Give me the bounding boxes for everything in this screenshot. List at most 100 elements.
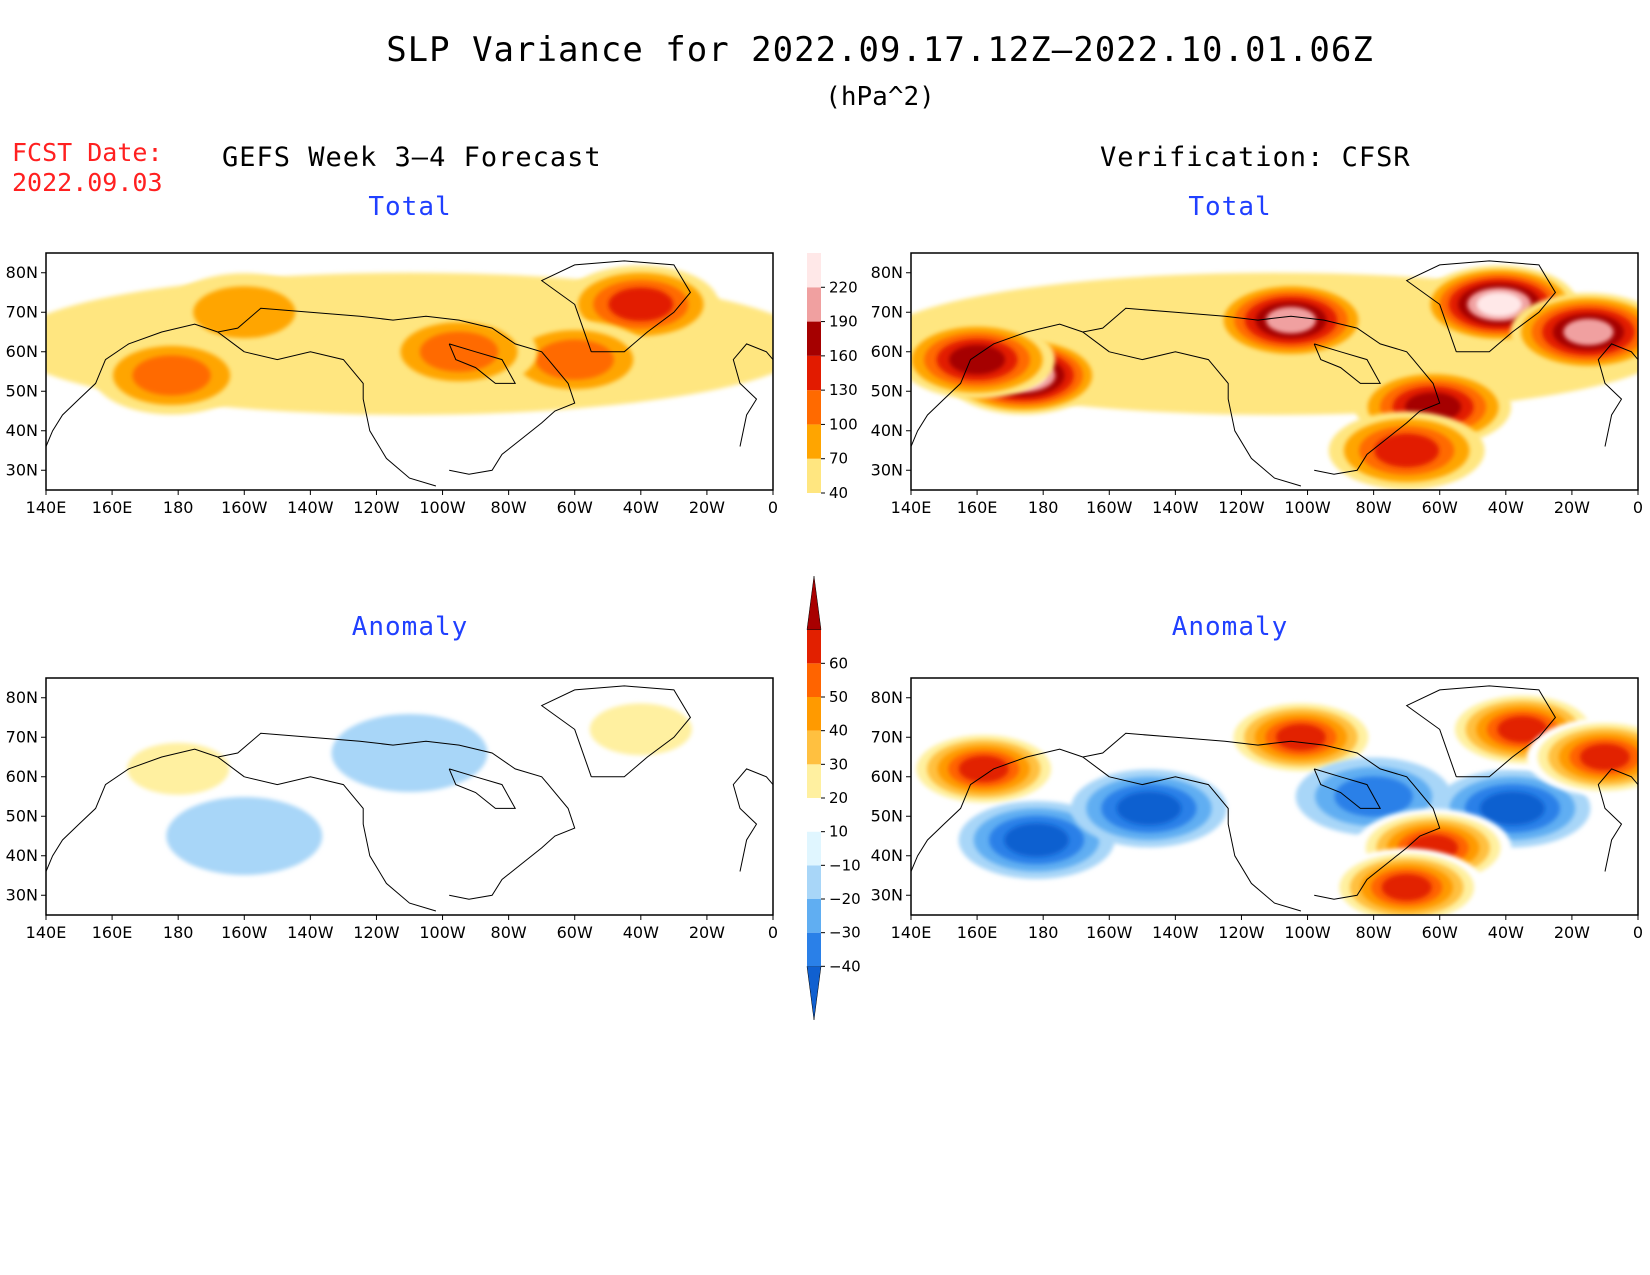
figure-title: SLP Variance for 2022.09.17.12Z–2022.10.…	[386, 30, 1374, 70]
x-tick-label: 0	[768, 923, 778, 942]
fcst-date-block: FCST Date: 2022.09.03	[12, 138, 163, 198]
contour-blob	[1374, 433, 1440, 468]
x-tick-label: 0	[1633, 923, 1643, 942]
shaded-field	[46, 685, 773, 912]
coastline	[1081, 732, 1441, 900]
colorbar-label: −20	[829, 890, 861, 908]
colorbar-label: 50	[829, 688, 848, 706]
colorbar-label: −40	[829, 957, 861, 975]
coastline	[540, 685, 692, 778]
coastline	[448, 343, 517, 384]
x-tick-label: 180	[163, 498, 194, 517]
y-tick-label: 80N	[6, 688, 38, 707]
coastline	[216, 307, 576, 475]
coastline	[1313, 343, 1382, 384]
coastline	[732, 768, 773, 872]
map-panel-1: 140E 160E 180 160W 140W 120W 100W 80W 60W 40W 20W 0…	[871, 252, 1643, 517]
coastline	[244, 351, 437, 487]
coastline	[732, 343, 773, 447]
x-tick-label: 20W	[689, 923, 725, 942]
x-tick-label: 180	[163, 923, 194, 942]
colorbar-label: 60	[829, 654, 848, 672]
contour-blob	[958, 755, 1009, 783]
colorbar-segment	[807, 287, 821, 322]
x-tick-label: 160E	[92, 498, 133, 517]
y-tick-label: 60N	[871, 767, 903, 786]
x-tick-label: 180	[1028, 923, 1059, 942]
y-tick-label: 50N	[871, 381, 903, 400]
y-tick-label: 70N	[871, 302, 903, 321]
x-tick-label: 40W	[1488, 923, 1524, 942]
coastline	[1109, 776, 1302, 912]
map-panel-2: 140E 160E 180 160W 140W 120W 100W 80W 60W 40W 20W 0…	[6, 677, 778, 942]
total-colorbar: 40 70 100 130 160 190 220	[807, 253, 858, 502]
x-tick-label: 160W	[221, 923, 268, 942]
y-tick-label: 30N	[871, 885, 903, 904]
map-frame	[45, 252, 774, 491]
x-tick-label: 20W	[689, 498, 725, 517]
coastline	[1081, 307, 1441, 475]
x-tick-label: 0	[768, 498, 778, 517]
forecast-anomaly-title: Anomaly	[351, 612, 469, 642]
colorbar-segment	[807, 697, 821, 731]
coastline	[244, 776, 437, 912]
x-tick-label: 60W	[557, 498, 593, 517]
x-tick-label: 80W	[491, 498, 527, 517]
contour-blob	[132, 355, 211, 396]
y-tick-label: 70N	[6, 302, 38, 321]
map-panel-0: 140E 160E 180 160W 140W 120W 100W 80W 60W 40W 20W 0…	[6, 252, 778, 517]
forecast-total-title: Total	[368, 192, 452, 222]
contour-blob	[608, 287, 674, 322]
colorbar-label: 20	[829, 789, 848, 807]
contour-blob	[1476, 292, 1522, 317]
contour-blob	[1480, 791, 1545, 826]
x-tick-label: 60W	[1422, 923, 1458, 942]
contour-blob	[589, 703, 692, 756]
contour-blob	[1563, 318, 1614, 346]
colorbar-label: 190	[829, 313, 858, 331]
y-tick-label: 30N	[871, 460, 903, 479]
colorbar-segment	[807, 730, 821, 765]
x-tick-label: 140E	[891, 923, 932, 942]
shaded-field	[911, 260, 1638, 490]
coastline	[216, 732, 576, 900]
colorbar-label: 30	[829, 755, 848, 773]
x-tick-label: 120W	[353, 498, 400, 517]
colorbar-end	[806, 575, 822, 630]
colorbar-segment	[807, 798, 821, 832]
contour-blob	[1116, 791, 1182, 826]
left-column-title: GEFS Week 3–4 Forecast	[222, 142, 602, 173]
colorbar-label: 100	[829, 415, 858, 433]
contour-blob	[1579, 743, 1630, 771]
x-tick-label: 140W	[1152, 923, 1199, 942]
x-tick-label: 180	[1028, 498, 1059, 517]
coastline	[46, 748, 218, 872]
x-tick-label: 140E	[26, 923, 67, 942]
contour-blob	[595, 757, 752, 836]
contour-blob	[193, 286, 296, 339]
map-frame	[45, 677, 774, 916]
contour-blob	[166, 797, 323, 875]
coastline	[46, 323, 218, 447]
fcst-date-label: FCST Date:	[12, 138, 163, 167]
fcst-date-value: 2022.09.03	[12, 168, 163, 197]
y-tick-label: 40N	[871, 846, 903, 865]
colorbar-segment	[807, 831, 821, 866]
y-tick-label: 60N	[6, 342, 38, 361]
map-frame	[910, 252, 1639, 491]
x-tick-label: 140W	[1152, 498, 1199, 517]
contour-blob	[1497, 716, 1548, 743]
x-tick-label: 20W	[1554, 923, 1590, 942]
x-tick-label: 120W	[353, 923, 400, 942]
x-tick-label: 160W	[1086, 923, 1133, 942]
colorbar-label: 70	[829, 450, 848, 468]
coastline	[448, 768, 517, 809]
x-tick-label: 60W	[557, 923, 593, 942]
colorbar-segment	[807, 321, 821, 356]
y-tick-label: 50N	[6, 381, 38, 400]
x-tick-label: 120W	[1218, 498, 1265, 517]
colorbar-segment	[807, 764, 821, 798]
colorbar-segment	[807, 253, 821, 288]
coastline	[1405, 685, 1557, 778]
